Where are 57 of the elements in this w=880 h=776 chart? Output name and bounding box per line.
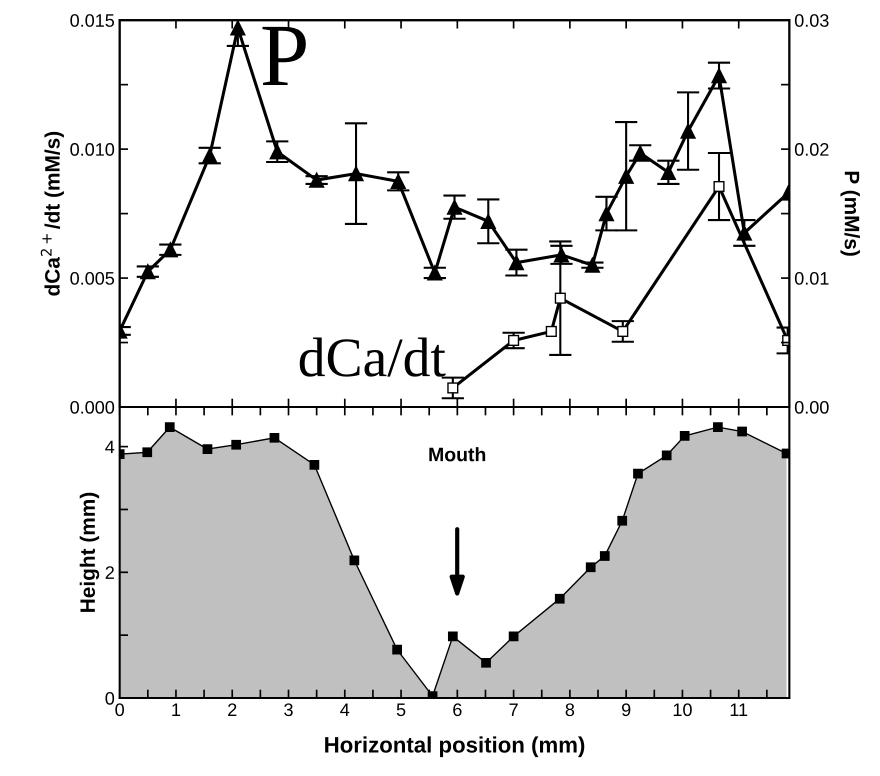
x-tick-label: 8 [566,703,574,716]
point [711,68,727,84]
point [660,164,676,180]
point [447,382,458,394]
x-axis-title: Horizontal position (mm) [325,736,584,758]
y2-tick-label: 0.00 [794,400,829,414]
y-tick-label: 0.005 [70,272,114,285]
point [162,242,178,258]
point [309,172,324,188]
point [554,247,570,262]
y-tick-label: 2 [106,566,114,579]
y2-axis-title: P (mM/s) [840,172,860,256]
point [736,225,752,241]
point [140,264,156,280]
point [546,326,557,338]
point [598,206,614,222]
x-tick-label: 4 [340,704,350,716]
point [508,254,524,270]
x-tick-label: 5 [396,704,406,716]
y-axis-title: dCa$^{2+}$/dt (mM/s) [40,132,64,296]
point [427,265,442,281]
annotation: Mouth [429,447,486,462]
x-tick-label: 10 [674,703,692,716]
y-tick-label: 0.015 [70,14,114,27]
x-tick-label: 1 [172,704,180,716]
point [270,144,285,160]
series-label: dCa/dt [300,338,446,377]
x-tick-label: 9 [622,703,630,716]
point [680,123,696,139]
x-tick-label: 3 [284,703,293,716]
point [390,174,406,189]
point [554,292,566,304]
y-axis-title: Height (mm) [80,492,100,612]
x-tick-label: 7 [510,704,518,716]
point [230,20,246,36]
y-tick-label: 0.000 [70,400,114,414]
x-tick-label: 2 [228,703,236,716]
legend-label: P [262,26,306,86]
point [617,326,628,338]
point [632,145,648,161]
y-tick-label: 0 [105,692,114,705]
point [480,214,496,229]
y2-tick-label: 0.01 [794,272,828,285]
point [584,258,600,273]
point [508,334,520,346]
x-tick-label: 11 [730,704,748,716]
y-tick-label: 0.010 [70,143,114,156]
point [348,166,364,182]
x-tick-label: 6 [453,703,462,716]
point [618,168,634,184]
y2-tick-label: 0.03 [794,14,829,27]
x-tick-label: 0 [115,703,124,716]
point [446,200,462,215]
y2-tick-label: 0.02 [794,143,828,156]
point [202,148,218,164]
y-tick-label: 4 [105,440,114,454]
point [713,180,725,192]
